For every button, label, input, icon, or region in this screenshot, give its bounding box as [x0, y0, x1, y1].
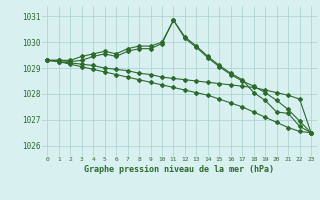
- X-axis label: Graphe pression niveau de la mer (hPa): Graphe pression niveau de la mer (hPa): [84, 165, 274, 174]
